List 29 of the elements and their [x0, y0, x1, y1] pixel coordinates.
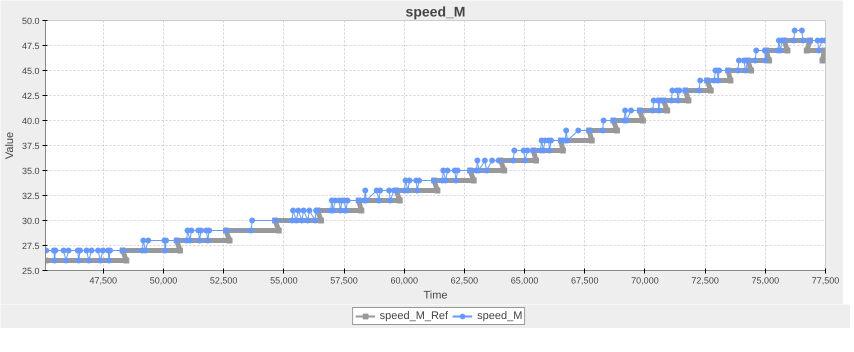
y-tick-label: 27.5: [22, 241, 40, 251]
y-tick-label: 47.5: [22, 41, 40, 51]
y-tick-label: 40.0: [22, 116, 40, 126]
y-tick-label: 50.0: [22, 16, 40, 26]
y-tick-label: 42.5: [22, 91, 40, 101]
x-tick-label: 77,500: [812, 276, 840, 286]
x-tick-label: 65,000: [510, 276, 538, 286]
y-tick-label: 30.0: [22, 216, 40, 226]
x-tick-label: 57,500: [330, 276, 358, 286]
legend-label: speed_M_Ref: [380, 310, 448, 322]
y-tick-label: 45.0: [22, 66, 40, 76]
legend-label: speed_M: [477, 310, 522, 322]
x-tick-label: 67,500: [570, 276, 599, 286]
x-axis-title: Time: [423, 290, 448, 302]
x-tick-label: 70,000: [631, 276, 659, 286]
x-tick-label: 72,500: [691, 276, 719, 286]
x-tick-label: 50,000: [150, 276, 178, 286]
x-tick-label: 55,000: [270, 276, 298, 286]
x-tick-label: 47,500: [90, 276, 118, 286]
y-tick-label: 37.5: [22, 141, 40, 151]
y-tick-label: 25.0: [22, 266, 40, 276]
x-tick-label: 60,000: [390, 276, 418, 286]
y-tick-label: 32.5: [22, 191, 40, 201]
chart-title: speed_M: [406, 4, 466, 20]
x-tick-label: 62,500: [450, 276, 478, 286]
x-tick-label: 52,500: [210, 276, 238, 286]
y-axis-title: Value: [4, 132, 16, 160]
y-tick-label: 35.0: [22, 166, 40, 176]
x-tick-label: 75,000: [752, 276, 780, 286]
